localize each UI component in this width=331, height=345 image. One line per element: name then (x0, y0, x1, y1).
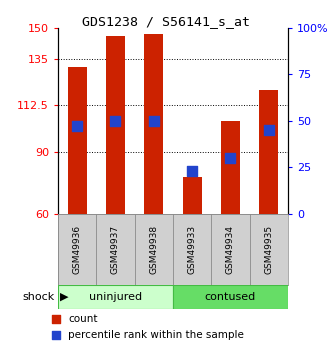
Point (113, 118, 118, 124)
Point (74, 124, 80, 129)
Bar (144, 34, 164, 214)
Bar (259, 90, 278, 214)
Text: uninjured: uninjured (89, 292, 142, 302)
Text: percentile rank within the sample: percentile rank within the sample (68, 330, 244, 340)
Text: count: count (68, 314, 98, 324)
Point (214, 120, 220, 126)
Bar (173, 285, 288, 309)
Bar (211, 214, 250, 285)
Bar (221, 121, 240, 214)
Point (214, 261, 220, 267)
Bar (182, 177, 202, 214)
Bar (58, 285, 173, 309)
Text: GDS1238 / S56141_s_at: GDS1238 / S56141_s_at (81, 16, 250, 29)
Text: shock: shock (23, 292, 55, 302)
Bar (250, 214, 288, 285)
Bar (106, 36, 125, 214)
Text: ▶: ▶ (60, 292, 68, 302)
Text: GSM49933: GSM49933 (188, 225, 197, 274)
Text: contused: contused (205, 292, 256, 302)
Text: GSM49937: GSM49937 (111, 225, 120, 274)
Point (189, 168, 195, 174)
Text: GSM49934: GSM49934 (226, 225, 235, 274)
Point (228, 155, 233, 161)
Point (266, 127, 271, 133)
Bar (68, 67, 87, 214)
Bar (58, 214, 96, 285)
Text: GSM49935: GSM49935 (264, 225, 273, 274)
Bar (96, 214, 135, 285)
Point (151, 118, 157, 124)
Text: GSM49938: GSM49938 (149, 225, 158, 274)
Bar (135, 214, 173, 285)
Text: GSM49936: GSM49936 (72, 225, 82, 274)
Bar (173, 214, 211, 285)
